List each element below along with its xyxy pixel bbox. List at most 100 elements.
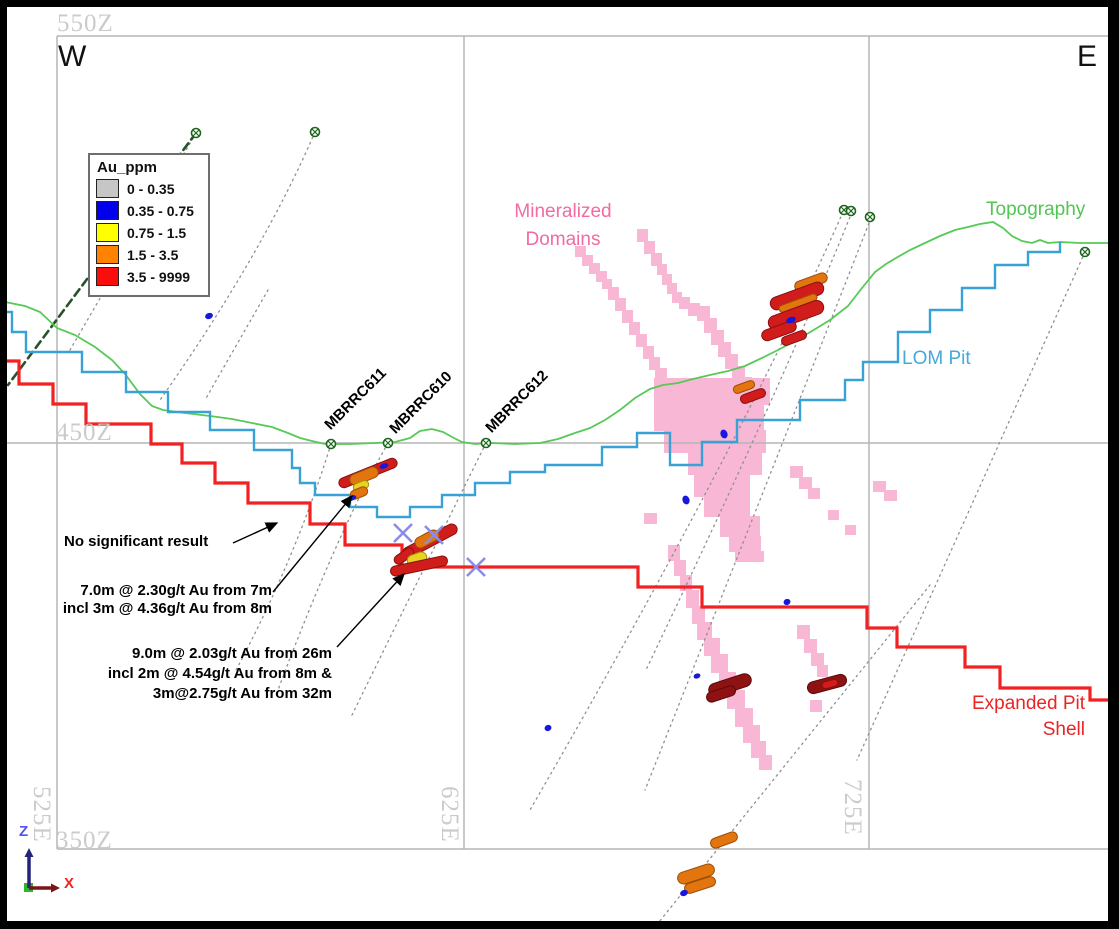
gridlabel-550z: 550Z [57,10,114,37]
legend-swatch [96,223,119,242]
intercept-disk-shape [677,863,715,885]
annotation-arrow [336,572,405,648]
drillhole-trace [644,211,853,673]
assay-tick-shape [379,463,389,469]
mineralized-domain-block [644,513,657,524]
assay-tick-blue [544,724,552,732]
mineralized-domain-block [828,510,839,520]
annotation-intercept-2: 9.0m @ 2.03g/t Au from 26m incl 2m @ 4.5… [80,644,332,704]
drillhole-trace [856,251,1086,761]
annotation-intercept-2-line1: 9.0m @ 2.03g/t Au from 26m [132,645,332,662]
assay-tick-blue [379,463,389,469]
drillhole-trace [234,443,332,673]
legend-label: 0.75 - 1.5 [127,224,187,241]
assay-tick-shape [720,429,728,439]
assay-tick-blue [693,673,701,679]
mineralized-domain-block [644,241,655,254]
annotation-intercept-1-line2: incl 3m @ 4.36g/t Au from 8m [62,599,272,617]
assay-tick-shape [786,316,796,324]
intercept-disk-shape [740,388,766,404]
legend-row: 0.35 - 0.75 [96,201,202,220]
legend-swatch [96,179,119,198]
intercept-disk [767,299,825,331]
mineralized-domain-block [694,474,750,497]
mineralized-domain-block [704,638,720,656]
topography-label: Topography [986,199,1086,220]
gridlabel-525e: 525E [28,786,55,843]
mineralized-domain-block [808,488,820,499]
lom-pit-label: LOM Pit [902,348,971,369]
mineralized-domain-block [615,298,626,311]
mineralized-domain-block [657,264,667,275]
frame-border-right [1108,0,1119,929]
assay-tick-shape [682,495,690,505]
mineralized-domain-block [799,477,812,489]
topography-line [0,221,1108,445]
frame-border-bottom [0,921,1119,929]
legend-label: 0 - 0.35 [127,180,175,197]
mineralized-domain-block [845,525,856,535]
intercept-disk [705,685,737,703]
mineralized-domain-block [662,274,672,285]
intercept-disk-shape [781,330,807,346]
annotation-no-significant-result: No significant result [64,533,209,550]
assay-tick-shape [680,889,688,897]
mineralized-domain-block [582,255,593,266]
collar-marker-cross [482,439,490,447]
mineralized-domain-block [596,271,607,282]
intercept-disk-shape [710,831,738,849]
frame-border-left [0,0,7,929]
mineralized-domain-block [622,310,633,323]
mineralized-domain-block [711,330,724,345]
mineralized-domain-block [711,654,728,673]
mineralized-domain-block [688,452,762,475]
annotation-intercept-1: 7.0m @ 2.30g/t Au from 7m incl 3m @ 4.36… [30,582,272,617]
assay-tick-blue [786,316,796,324]
intercept-disk [390,555,448,577]
collar-marker-cross [1081,248,1089,256]
intercept-disk [732,380,756,394]
eoh-x-marker [393,523,413,543]
annotation-intercept-1-line1: 7.0m @ 2.30g/t Au from 7m [80,582,272,599]
legend-title: Au_ppm [97,159,157,176]
assay-tick-shape [783,598,791,606]
mineralized-domain-block [720,516,760,537]
drillhole-trace [159,131,316,401]
collar-marker-cross [327,440,335,448]
mineralized-domain-block [811,653,824,666]
mineralized-domain-block [654,404,764,431]
collar-marker-cross [840,206,848,214]
mineralized-domain-block [674,560,686,576]
mineralized-domain-block [589,263,600,274]
mineralized-domain-block [790,466,803,478]
collar-marker-cross [847,207,855,215]
assay-tick-shape [693,673,701,679]
gridlabel-725e: 725E [839,779,866,836]
mineralized-domain-block [729,536,761,552]
assay-tick-blue [783,598,791,606]
legend-swatch [96,201,119,220]
annotation-arrow [232,522,279,544]
assay-tick-shape [205,312,213,320]
assay-tick-shape [544,724,552,732]
intercept-disk-shape [732,380,756,394]
legend-swatch [96,267,119,286]
intercept-disk-shape [393,547,415,565]
mineralized-domain-block [672,292,682,303]
drillhole-trace [351,442,487,716]
intercept-disk [740,388,766,404]
intercept-disk [393,547,415,565]
mineralized-domain-block [679,297,690,309]
mineralized-domain-block [636,334,647,347]
mineralized-domain-block [667,283,677,294]
mineralized-domain-block [575,246,586,257]
gridlabel-350z: 350Z [56,827,113,854]
assay-tick-blue [205,312,213,320]
west-label: W [58,40,87,73]
assay-tick-blue [680,889,688,897]
mineralized-domain-block [697,622,712,640]
mineralized-domain-block [686,590,699,608]
mineralized-domain-block [651,253,662,266]
assay-tick-blue [682,495,690,505]
